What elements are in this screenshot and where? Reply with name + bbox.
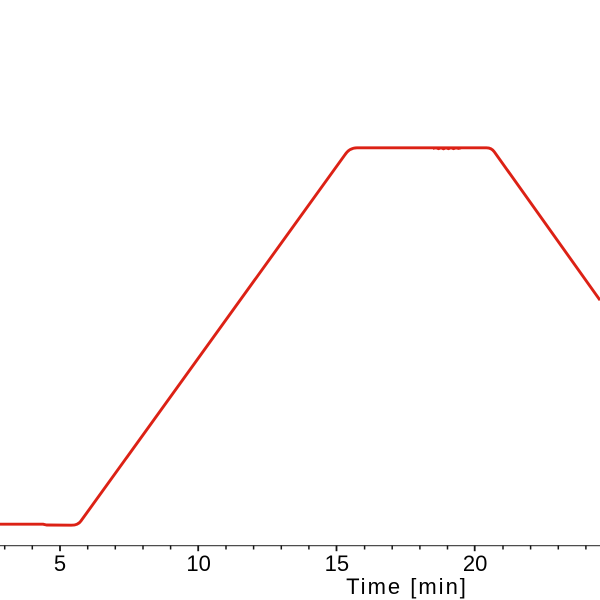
svg-text:Time [min]: Time [min] bbox=[346, 574, 468, 599]
svg-text:15: 15 bbox=[325, 551, 349, 576]
svg-text:5: 5 bbox=[54, 551, 66, 576]
svg-text:20: 20 bbox=[463, 551, 487, 576]
svg-text:10: 10 bbox=[186, 551, 210, 576]
